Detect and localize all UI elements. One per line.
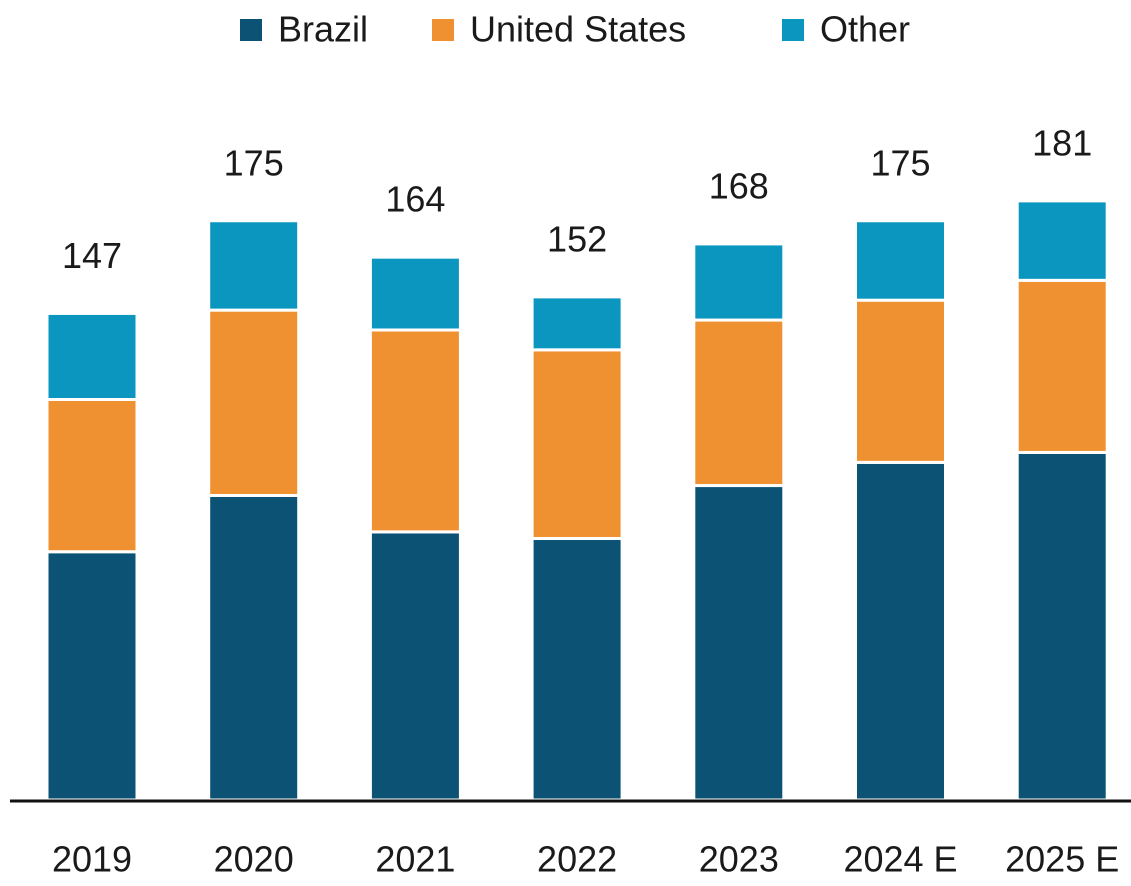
legend-swatch xyxy=(240,19,262,41)
bar-segment xyxy=(1015,278,1109,454)
legend-swatch xyxy=(432,19,454,41)
bar-segment xyxy=(368,328,462,534)
total-label: 168 xyxy=(709,165,769,206)
total-label: 175 xyxy=(870,142,930,183)
bar-segment xyxy=(1015,199,1109,282)
bar-segment xyxy=(854,460,947,802)
bar-segment xyxy=(207,308,301,497)
total-label: 164 xyxy=(385,179,445,220)
bar-segment xyxy=(368,530,462,802)
x-tick-label: 2023 xyxy=(699,839,779,880)
total-label: 152 xyxy=(547,218,607,259)
bar-segment xyxy=(530,348,624,541)
legend-label: Brazil xyxy=(278,9,368,50)
legend-label: Other xyxy=(820,9,910,50)
bar-segment xyxy=(692,318,786,488)
x-tick-label: 2021 xyxy=(375,839,455,880)
bar-segment xyxy=(368,255,462,332)
bar-segment xyxy=(45,311,139,401)
x-tick-label: 2020 xyxy=(214,839,294,880)
bar-segment xyxy=(45,397,139,554)
x-tick-label: 2025 E xyxy=(1005,839,1119,880)
legend-label: United States xyxy=(470,9,686,50)
bar-segment xyxy=(692,484,786,802)
x-tick-label: 2022 xyxy=(537,839,617,880)
total-label: 147 xyxy=(62,235,122,276)
bar-segment xyxy=(207,493,301,802)
bar-segment xyxy=(854,298,947,464)
bar-segment xyxy=(207,219,301,312)
total-label: 181 xyxy=(1032,122,1092,163)
x-tick-label: 2024 E xyxy=(843,839,957,880)
bar-segment xyxy=(530,537,624,802)
bar-segment xyxy=(692,242,786,322)
legend-swatch xyxy=(782,19,804,41)
total-label: 175 xyxy=(224,142,284,183)
bar-segment xyxy=(530,295,624,352)
bar-segment xyxy=(1015,450,1109,802)
x-tick-label: 2019 xyxy=(52,839,132,880)
bar-segment xyxy=(45,550,139,802)
bar-segment xyxy=(854,219,947,302)
